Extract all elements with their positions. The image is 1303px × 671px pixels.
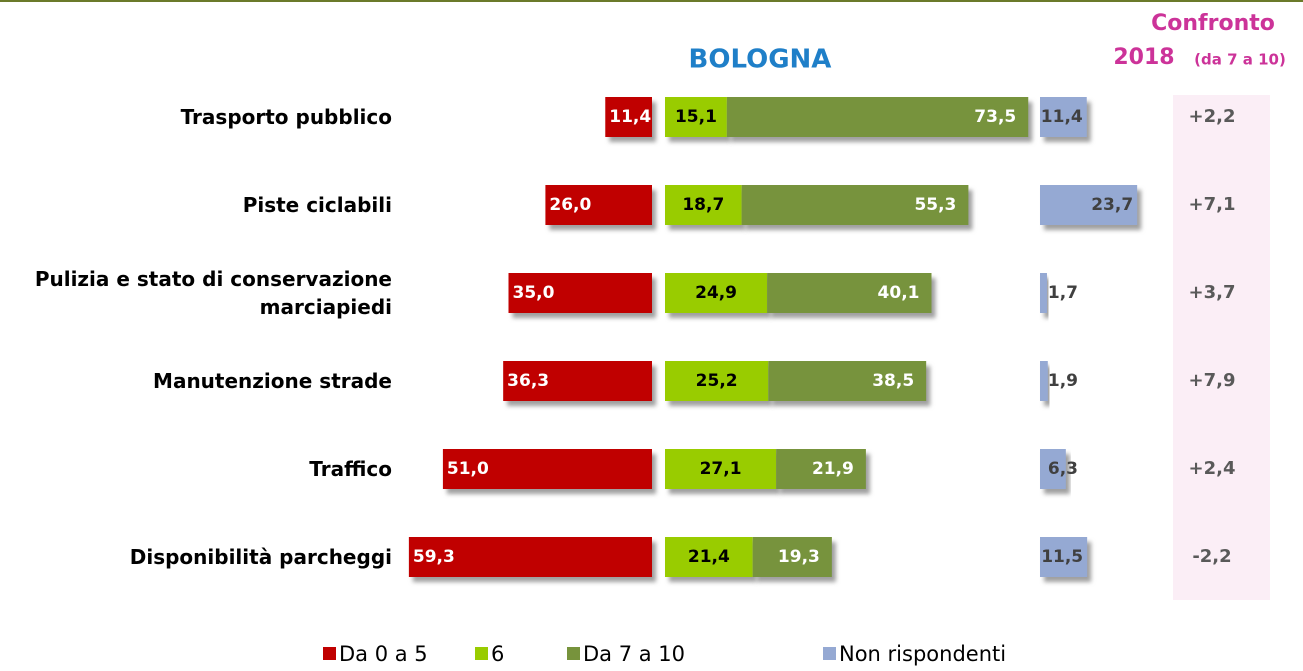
- bar: [1040, 97, 1087, 137]
- bar: [752, 537, 832, 577]
- comparison-value: -2,2: [1192, 546, 1231, 567]
- comparison-value: +7,9: [1189, 370, 1236, 391]
- value-label: 15,1: [675, 107, 717, 127]
- category-label: Disponibilità parcheggi: [129, 545, 392, 569]
- value-label: 36,3: [507, 371, 549, 391]
- value-label: 35,0: [513, 283, 555, 303]
- bar: [665, 97, 727, 137]
- value-label: 21,4: [688, 547, 730, 567]
- comparison-note: (da 7 a 10): [1194, 51, 1286, 69]
- bar: [767, 273, 932, 313]
- legend-label: Non rispondenti: [839, 642, 1006, 666]
- value-label: 1,7: [1048, 283, 1078, 303]
- value-label: 38,5: [872, 371, 914, 391]
- bar: [665, 185, 742, 225]
- comparison-value: +3,7: [1189, 282, 1236, 303]
- value-label: 23,7: [1091, 195, 1133, 215]
- bar: [508, 273, 652, 313]
- bar: [768, 361, 927, 401]
- bar: [442, 449, 652, 489]
- bar: [1040, 449, 1066, 489]
- value-label: 11,4: [609, 107, 651, 127]
- value-label: 26,0: [549, 195, 591, 215]
- bar: [665, 449, 777, 489]
- bar: [408, 537, 652, 577]
- value-label: 40,1: [878, 283, 920, 303]
- category-label: Trasporto pubblico: [180, 105, 392, 129]
- value-label: 24,9: [695, 283, 737, 303]
- comparison-title: Confronto: [1151, 11, 1275, 36]
- bar: [545, 185, 652, 225]
- legend-label: 6: [491, 642, 504, 666]
- comparison-year: 2018: [1113, 45, 1174, 70]
- bar: [1040, 185, 1138, 225]
- value-label: 11,5: [1041, 547, 1083, 567]
- comparison-value: +2,2: [1189, 106, 1236, 127]
- value-label: 73,5: [974, 107, 1016, 127]
- value-label: 6,3: [1048, 459, 1078, 479]
- value-label: 27,1: [700, 459, 742, 479]
- comparison-value: +2,4: [1189, 458, 1236, 479]
- value-label: 11,4: [1041, 107, 1083, 127]
- category-label: Pulizia e stato di conservazione marciap…: [34, 267, 392, 319]
- legend-swatch: [475, 647, 488, 660]
- category-label: Manutenzione strade: [153, 369, 392, 393]
- bar: [605, 97, 652, 137]
- comparison-value: +7,1: [1189, 194, 1236, 215]
- chart-title: BOLOGNA: [689, 45, 832, 75]
- legend-label: Da 0 a 5: [339, 642, 428, 666]
- bar: [1040, 537, 1088, 577]
- bar: [503, 361, 652, 401]
- category-label: Piste ciclabili: [242, 193, 392, 217]
- bar: [665, 273, 768, 313]
- bar: [776, 449, 866, 489]
- value-label: 59,3: [413, 547, 455, 567]
- legend-swatch: [823, 647, 836, 660]
- value-label: 18,7: [682, 195, 724, 215]
- top-rule: [0, 0, 1303, 2]
- value-label: 1,9: [1048, 371, 1078, 391]
- bar: [665, 361, 769, 401]
- legend-swatch: [323, 647, 336, 660]
- value-label: 55,3: [914, 195, 956, 215]
- bar: [741, 185, 969, 225]
- bar: [1040, 361, 1048, 401]
- bar: [1040, 273, 1047, 313]
- value-label: 21,9: [812, 459, 854, 479]
- bar: [665, 537, 753, 577]
- bar: [726, 97, 1029, 137]
- legend-swatch: [567, 647, 580, 660]
- value-label: 25,2: [696, 371, 738, 391]
- legend-label: Da 7 a 10: [583, 642, 685, 666]
- value-label: 19,3: [778, 547, 820, 567]
- category-label: Traffico: [309, 457, 392, 481]
- value-label: 51,0: [447, 459, 489, 479]
- comparison-panel: [1173, 95, 1270, 600]
